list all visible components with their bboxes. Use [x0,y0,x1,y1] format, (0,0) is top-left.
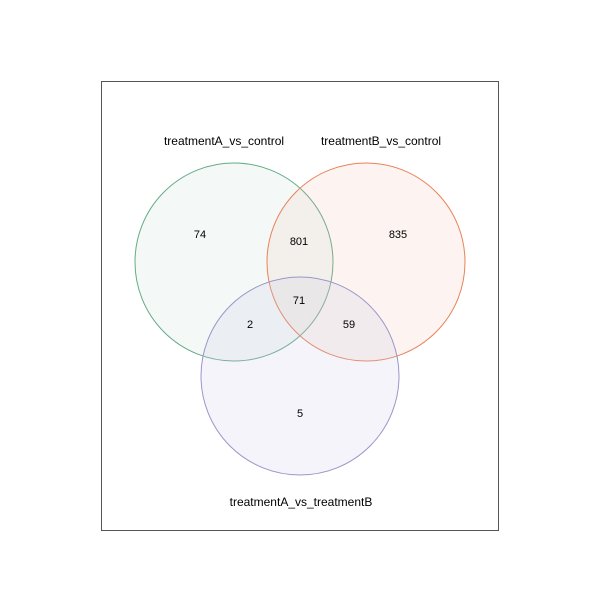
count-only-treatmentA-vs-control: 74 [194,229,206,241]
set-label-treatmentB-vs-control: treatmentB_vs_control [321,134,441,148]
diagram-frame [101,81,499,531]
set-circle-treatmentA-vs-control [134,162,334,362]
set-label-treatmentA-vs-treatmentB: treatmentA_vs_treatmentB [230,495,373,509]
count-all-three-sets: 71 [293,295,305,307]
count-only-treatmentB-vs-control: 835 [389,229,407,241]
count-treatmentA-and-treatmentB-vs-control: 801 [290,236,308,248]
count-only-treatmentA-vs-treatmentB: 5 [297,408,303,420]
count-treatmentA-vs-control-and-treatmentA-vs-treatmentB: 2 [247,319,253,331]
set-circle-treatmentA-vs-treatmentB [200,276,400,476]
count-treatmentB-vs-control-and-treatmentA-vs-treatmentB: 59 [343,319,355,331]
set-label-treatmentA-vs-control: treatmentA_vs_control [164,134,284,148]
set-circle-treatmentB-vs-control [266,162,466,362]
